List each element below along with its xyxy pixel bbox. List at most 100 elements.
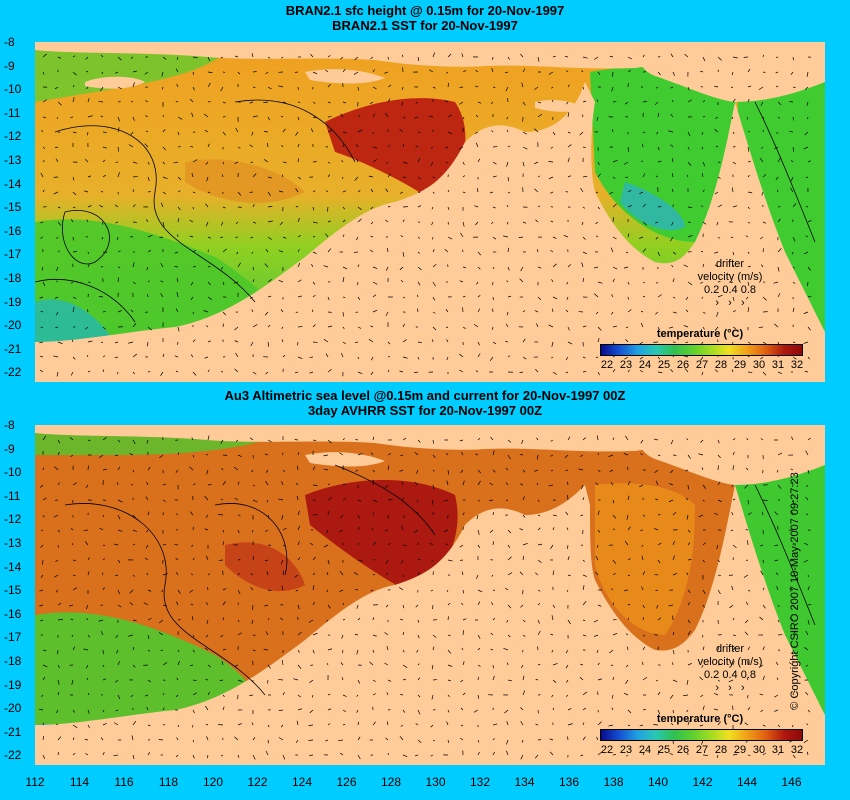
current-vector-arrow <box>234 340 239 343</box>
current-vector-arrow <box>491 326 494 330</box>
current-vector-arrow <box>804 370 809 373</box>
current-vector-arrow <box>237 679 243 682</box>
current-vector-arrow <box>803 311 809 314</box>
current-vector-arrow <box>474 453 479 456</box>
current-vector-arrow <box>87 557 90 561</box>
current-vector-arrow <box>175 754 179 758</box>
current-vector-arrow <box>207 281 211 286</box>
current-vector-arrow <box>536 249 539 253</box>
current-vector-arrow <box>192 56 198 59</box>
current-vector-arrow <box>762 752 767 756</box>
current-vector-arrow <box>265 71 269 75</box>
current-vector-arrow <box>640 322 644 328</box>
current-vector-arrow <box>505 499 509 501</box>
current-vector-arrow <box>714 191 719 195</box>
current-vector-arrow <box>312 649 315 654</box>
current-vector-arrow <box>39 369 44 373</box>
current-vector-arrow <box>117 146 120 152</box>
current-vector-arrow <box>372 679 376 682</box>
current-vector-arrow <box>609 191 614 195</box>
current-vector-arrow <box>117 466 121 471</box>
current-vector-arrow <box>550 544 554 549</box>
current-vector-arrow <box>42 559 44 565</box>
current-vector-arrow <box>624 356 629 360</box>
current-vector-arrow <box>385 266 389 271</box>
current-vector-arrow <box>702 115 706 118</box>
current-vector-arrow <box>57 736 62 741</box>
current-vector-arrow <box>402 514 405 519</box>
current-vector-arrow <box>312 235 316 238</box>
colorbar-tick-label: 29 <box>733 744 747 756</box>
current-vector-arrow <box>387 206 391 208</box>
current-vector-arrow <box>413 116 419 119</box>
latitude-tick-label: -9 <box>4 58 15 73</box>
current-vector-arrow <box>445 161 449 164</box>
current-vector-arrow <box>552 527 555 531</box>
colorbar-tick-label: 30 <box>752 359 766 371</box>
current-vector-arrow <box>579 131 584 136</box>
current-vector-arrow <box>687 529 691 533</box>
current-vector-arrow <box>687 161 692 166</box>
current-vector-arrow <box>309 709 314 714</box>
current-vector-arrow <box>686 438 689 441</box>
current-vector-arrow <box>685 309 689 313</box>
current-vector-arrow <box>72 574 76 577</box>
current-vector-arrow <box>612 514 617 519</box>
current-vector-arrow <box>400 454 404 456</box>
current-vector-arrow <box>566 296 569 300</box>
current-vector-arrow <box>655 236 659 240</box>
current-vector-arrow <box>627 526 631 531</box>
current-vector-arrow <box>87 251 89 255</box>
current-vector-arrow <box>72 97 75 103</box>
current-vector-arrow <box>732 310 736 313</box>
current-vector-arrow <box>87 692 90 696</box>
current-vector-arrow <box>312 221 318 224</box>
current-vector-arrow <box>160 293 164 298</box>
current-vector-arrow <box>267 56 271 59</box>
current-vector-arrow <box>147 634 150 639</box>
current-vector-arrow <box>506 739 509 745</box>
current-vector-arrow <box>252 737 256 741</box>
current-vector-arrow <box>432 311 436 314</box>
current-vector-arrow <box>432 646 435 651</box>
current-vector-arrow <box>399 735 404 741</box>
current-vector-arrow <box>387 98 391 103</box>
current-vector-arrow <box>417 251 421 254</box>
current-vector-arrow <box>102 369 105 373</box>
latitude-tick-label: -21 <box>4 724 22 739</box>
latitude-tick-label: -8 <box>4 418 15 432</box>
current-vector-arrow <box>747 540 749 546</box>
current-vector-arrow <box>550 454 554 457</box>
current-vector-arrow <box>776 131 779 134</box>
current-vector-arrow <box>567 84 570 88</box>
current-vector-arrow <box>684 53 689 58</box>
current-vector-arrow <box>55 311 59 316</box>
current-vector-arrow <box>668 130 674 133</box>
current-vector-arrow <box>54 574 59 578</box>
current-vector-arrow <box>537 630 541 636</box>
current-vector-arrow <box>417 131 421 134</box>
current-vector-arrow <box>54 86 59 90</box>
current-vector-arrow <box>387 84 392 88</box>
current-vector-arrow <box>357 218 362 223</box>
current-vector-arrow <box>582 371 587 373</box>
current-vector-arrow <box>100 266 104 268</box>
current-vector-arrow <box>792 499 795 505</box>
current-vector-arrow <box>191 616 194 621</box>
current-vector-arrow <box>597 206 600 210</box>
current-vector-arrow <box>263 131 269 133</box>
current-vector-arrow <box>355 439 359 441</box>
current-vector-arrow <box>162 176 168 179</box>
current-vector-arrow <box>356 604 359 609</box>
current-vector-arrow <box>101 221 104 225</box>
current-vector-arrow <box>327 206 329 212</box>
current-vector-arrow <box>492 266 495 269</box>
current-vector-arrow <box>102 174 107 178</box>
current-vector-arrow <box>191 173 194 178</box>
current-vector-arrow <box>443 499 449 502</box>
current-vector-arrow <box>39 341 44 344</box>
current-vector-arrow <box>595 311 599 315</box>
current-vector-arrow <box>189 466 194 471</box>
current-vector-arrow <box>670 469 674 474</box>
current-vector-arrow <box>775 56 779 59</box>
